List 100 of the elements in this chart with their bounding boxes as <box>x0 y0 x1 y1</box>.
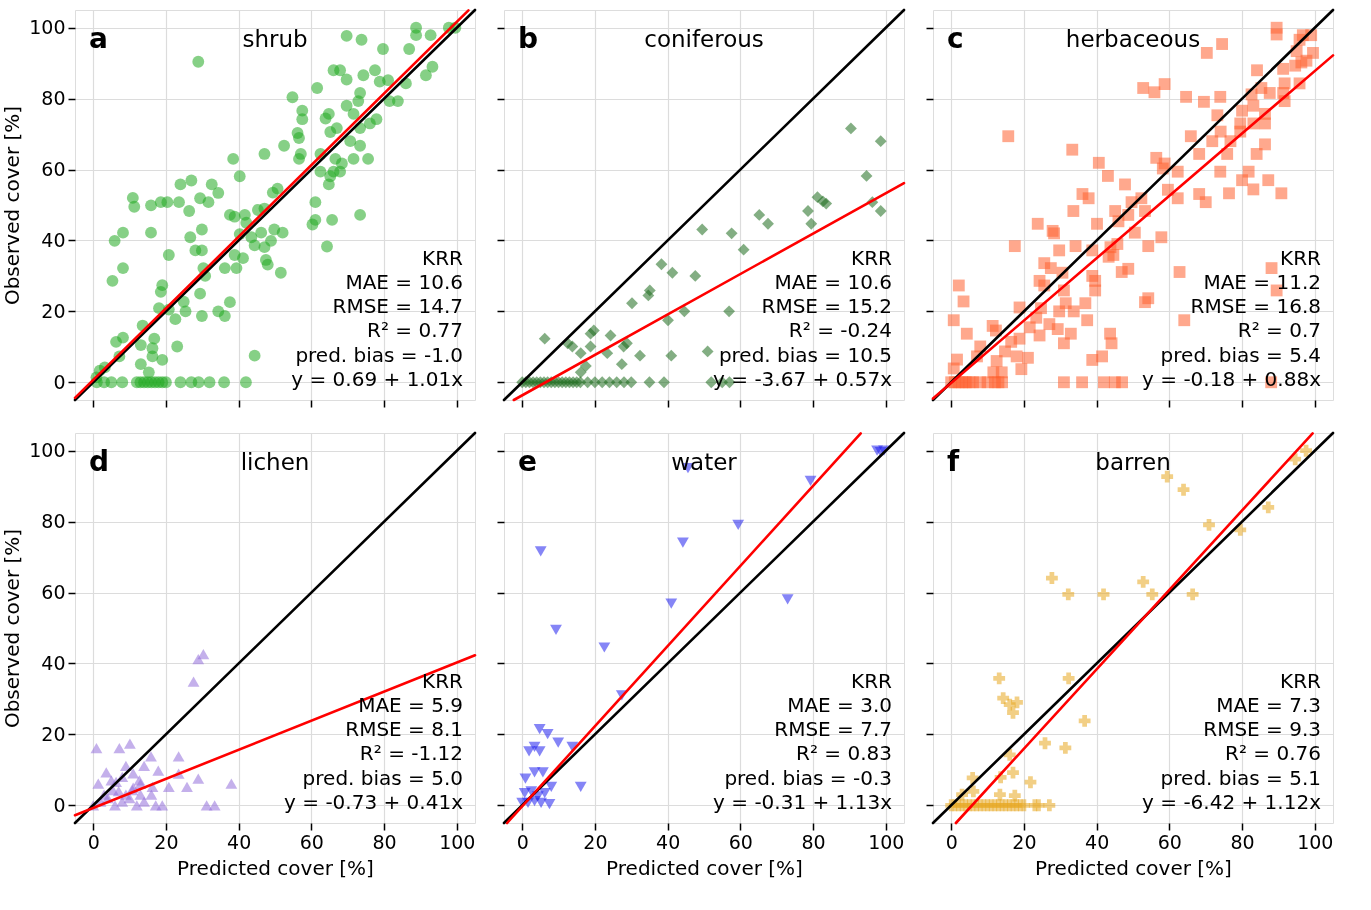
point <box>1062 672 1075 685</box>
point <box>123 738 136 749</box>
point <box>100 767 113 778</box>
point <box>1146 588 1159 601</box>
annotation: pred. bias = 5.0 <box>302 765 463 790</box>
point <box>528 767 541 778</box>
point <box>1203 518 1215 531</box>
annotation: f <box>947 445 960 478</box>
point <box>1300 444 1313 457</box>
y-tick-label: 40 <box>41 651 66 674</box>
annotation: y = -0.73 + 0.41x <box>284 790 464 814</box>
point <box>533 723 546 735</box>
point <box>192 773 205 784</box>
y-tick-label: 0 <box>53 370 66 393</box>
text: barren <box>1095 449 1171 475</box>
point <box>534 546 547 557</box>
annotation: MAE = 10.6 <box>774 269 892 294</box>
point <box>187 676 200 687</box>
annotation: RMSE = 9.3 <box>1203 717 1321 742</box>
annotation: c <box>947 22 964 55</box>
x-tick-label: 60 <box>299 830 324 853</box>
annotation: R² = -0.24 <box>788 318 892 343</box>
point <box>574 781 587 792</box>
x-axis-title: Predicted cover [%] <box>606 855 803 880</box>
text: herbaceous <box>1065 26 1201 52</box>
text: shrub <box>242 26 308 52</box>
annotation: KRR <box>1280 245 1322 270</box>
x-tick-label: 60 <box>1157 830 1182 853</box>
annotation: pred. bias = -0.3 <box>724 765 892 790</box>
annotation: MAE = 3.0 <box>787 692 892 717</box>
point <box>1262 501 1275 514</box>
point <box>1062 588 1075 601</box>
annotation: pred. bias = 10.5 <box>718 342 892 367</box>
point <box>1177 483 1190 496</box>
annotation: RMSE = 7.7 <box>774 717 892 742</box>
y-axis-title: Observed cover [%] <box>0 528 25 729</box>
annotation: y = -0.31 + 1.13x <box>713 790 893 814</box>
annotation: d <box>89 445 110 478</box>
point <box>90 743 103 754</box>
point <box>804 475 817 486</box>
point <box>1024 776 1037 789</box>
point <box>145 789 158 800</box>
point <box>197 649 210 660</box>
point <box>208 800 221 811</box>
x-tick-label: 40 <box>1085 830 1110 853</box>
x-tick-label: 20 <box>154 830 179 853</box>
point <box>519 773 532 784</box>
point <box>134 789 147 800</box>
annotation: RMSE = 16.8 <box>1190 294 1321 319</box>
point <box>1059 741 1072 754</box>
point <box>162 781 175 792</box>
point <box>181 781 193 792</box>
y-tick-label: 20 <box>41 722 66 745</box>
y-tick-label: 100 <box>29 16 66 39</box>
x-tick-label: 80 <box>801 830 826 853</box>
point <box>993 672 1006 685</box>
annotation: KRR <box>422 668 464 693</box>
point <box>967 785 980 798</box>
point <box>113 743 126 754</box>
annotation: MAE = 10.6 <box>345 269 463 294</box>
annotation: RMSE = 15.2 <box>761 294 892 319</box>
point <box>156 800 169 811</box>
x-axis-title: Predicted cover [%] <box>177 855 374 880</box>
annotation: pred. bias = 5.4 <box>1160 342 1321 367</box>
annotation: pred. bias = 5.1 <box>1160 765 1321 790</box>
annotation: e <box>518 445 537 478</box>
annotation: R² = 0.83 <box>796 741 892 766</box>
annotation: pred. bias = -1.0 <box>295 342 463 367</box>
point <box>1078 714 1091 727</box>
point <box>732 519 745 530</box>
annotation: RMSE = 14.7 <box>332 294 463 319</box>
point <box>552 737 565 748</box>
x-tick-label: 100 <box>1297 830 1334 853</box>
point <box>1161 470 1174 483</box>
x-tick-label: 0 <box>945 830 958 853</box>
point <box>523 746 536 757</box>
x-tick-label: 20 <box>583 830 608 853</box>
annotation: R² = 0.7 <box>1237 318 1321 343</box>
x-tick-label: 0 <box>516 830 529 853</box>
annotation: R² = 0.77 <box>367 318 463 343</box>
point <box>781 594 794 605</box>
point <box>92 778 105 789</box>
x-tick-label: 80 <box>372 830 397 853</box>
point <box>112 785 125 797</box>
x-tick-label: 80 <box>1230 830 1255 853</box>
annotation: y = -0.18 + 0.88x <box>1142 367 1322 391</box>
y-tick-label: 40 <box>41 228 66 251</box>
text: coniferous <box>644 26 764 52</box>
point <box>127 768 140 779</box>
annotation: R² = 0.76 <box>1225 741 1321 766</box>
point <box>172 751 185 762</box>
y-tick-label: 60 <box>41 158 66 181</box>
x-tick-label: 40 <box>227 830 252 853</box>
point <box>665 598 678 609</box>
annotation: MAE = 7.3 <box>1216 692 1321 717</box>
point <box>541 728 554 740</box>
x-tick-label: 20 <box>1012 830 1037 853</box>
annotation: a <box>89 22 108 55</box>
point <box>1039 737 1051 750</box>
point <box>225 778 238 789</box>
